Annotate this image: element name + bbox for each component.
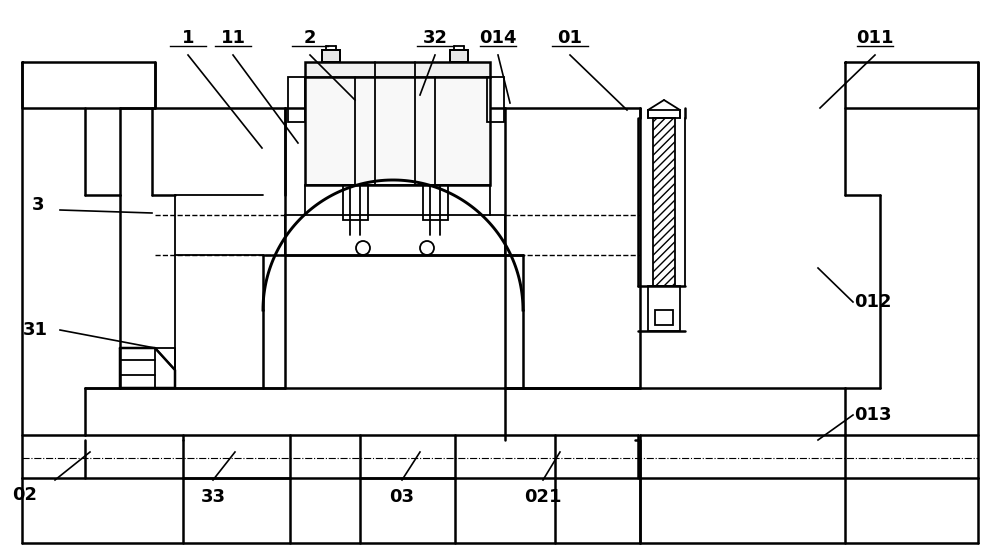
Bar xyxy=(343,185,368,220)
Text: 1: 1 xyxy=(182,29,194,47)
Text: 011: 011 xyxy=(856,29,894,47)
Text: 01: 01 xyxy=(558,29,582,47)
Bar xyxy=(450,50,468,62)
Text: 013: 013 xyxy=(854,406,892,424)
Text: 11: 11 xyxy=(220,29,246,47)
Text: 31: 31 xyxy=(22,321,48,339)
Bar xyxy=(487,77,504,122)
Bar xyxy=(322,50,340,62)
Text: 3: 3 xyxy=(32,196,44,214)
Text: 012: 012 xyxy=(854,293,892,311)
Text: 02: 02 xyxy=(12,486,38,504)
Text: 03: 03 xyxy=(390,488,415,506)
Bar xyxy=(288,77,305,122)
Text: 2: 2 xyxy=(304,29,316,47)
Bar xyxy=(648,286,680,331)
Bar xyxy=(423,185,448,220)
Bar xyxy=(305,77,490,185)
Text: 021: 021 xyxy=(524,488,562,506)
Bar xyxy=(648,110,680,118)
Text: 33: 33 xyxy=(200,488,226,506)
Bar xyxy=(305,62,490,77)
Text: 32: 32 xyxy=(422,29,448,47)
Circle shape xyxy=(444,151,462,169)
Bar xyxy=(655,310,673,325)
Text: 014: 014 xyxy=(479,29,517,47)
Ellipse shape xyxy=(354,149,426,171)
Bar xyxy=(653,118,675,286)
